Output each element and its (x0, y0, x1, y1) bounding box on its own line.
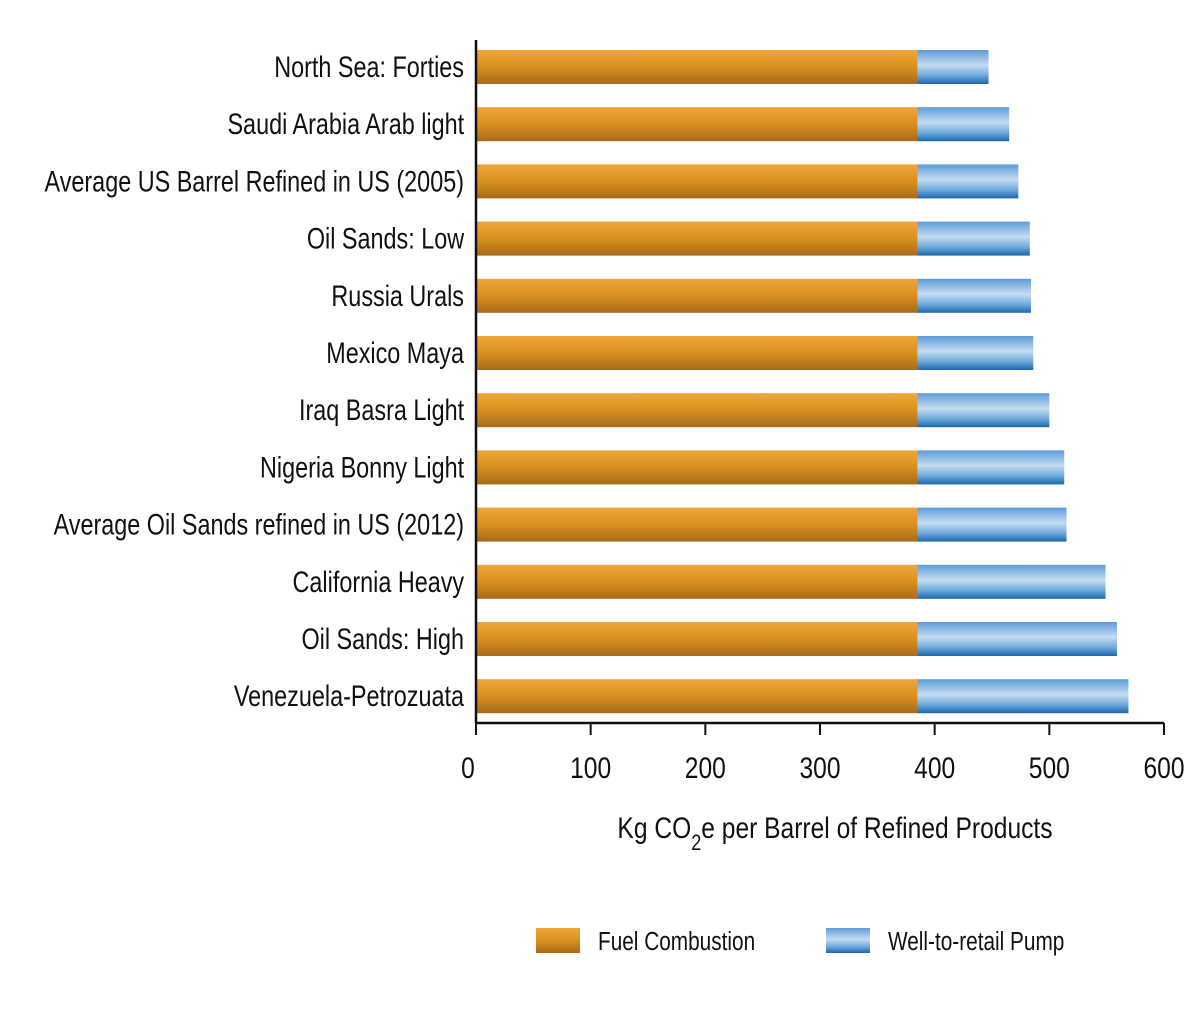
bar-segment-fuel-combustion (476, 336, 918, 370)
bar-segment-well-to-retail-pump (917, 507, 1067, 542)
bar-segment-well-to-retail-pump (917, 564, 1106, 599)
x-tick-label: 100 (570, 751, 611, 785)
bars (476, 50, 1129, 714)
category-label: North Sea: Forties (274, 50, 464, 83)
category-labels: North Sea: Forties Saudi Arabia Arab ligh… (45, 50, 465, 713)
bar-segment-fuel-combustion (476, 50, 918, 84)
bar-segment-fuel-combustion (476, 107, 918, 142)
bar-segment-fuel-combustion (476, 622, 918, 656)
category-label: Iraq Basra Light (299, 393, 465, 426)
x-tick-label: 400 (914, 751, 955, 785)
category-label: Average Oil Sands refined in US (2012) (54, 508, 464, 541)
x-tick-label: 600 (1143, 751, 1184, 785)
legend-label-fuel-combustion: Fuel Combustion (598, 927, 755, 956)
bar-segment-fuel-combustion (476, 164, 918, 199)
bar-segment-well-to-retail-pump (917, 679, 1129, 714)
legend: Fuel Combustion Well-to-retail Pump (536, 927, 1064, 956)
bar-segment-fuel-combustion (476, 679, 918, 714)
category-label: Mexico Maya (326, 336, 464, 369)
bar-segment-well-to-retail-pump (917, 278, 1031, 313)
category-label: California Heavy (293, 565, 465, 598)
category-label: Venezuela-Petrozuata (234, 679, 464, 712)
x-tick-label: 500 (1029, 751, 1070, 785)
category-label: Saudi Arabia Arab light (227, 107, 464, 140)
bar-segment-well-to-retail-pump (917, 50, 989, 84)
bar-segment-well-to-retail-pump (917, 336, 1034, 370)
x-ticks: 0 100 200 300 400 500 600 (461, 723, 1185, 785)
bar-segment-fuel-combustion (476, 507, 918, 542)
legend-label-well-to-retail-pump: Well-to-retail Pump (888, 927, 1064, 956)
bar-segment-fuel-combustion (476, 278, 918, 313)
category-label: Average US Barrel Refined in US (2005) (45, 165, 464, 198)
axes (474, 40, 1164, 725)
bar-segment-well-to-retail-pump (917, 107, 1010, 142)
bar-segment-fuel-combustion (476, 450, 918, 485)
bar-segment-well-to-retail-pump (917, 622, 1117, 656)
x-axis-title-prefix: Kg CO (617, 811, 691, 845)
bar-segment-well-to-retail-pump (917, 450, 1065, 485)
bar-segment-fuel-combustion (476, 393, 918, 428)
category-label: Oil Sands: High (301, 622, 464, 655)
x-tick-label: 0 (461, 751, 475, 785)
category-label: Russia Urals (331, 279, 464, 312)
legend-swatch-well-to-retail-pump (826, 928, 870, 953)
x-tick-label: 300 (799, 751, 840, 785)
bar-segment-well-to-retail-pump (917, 164, 1019, 199)
bar-segment-fuel-combustion (476, 221, 918, 256)
bar-segment-fuel-combustion (476, 564, 918, 599)
x-axis-title: Kg CO2e per Barrel of Refined Products (617, 811, 1052, 856)
x-axis-title-suffix: e per Barrel of Refined Products (701, 811, 1052, 845)
category-label: Nigeria Bonny Light (260, 451, 465, 484)
bar-segment-well-to-retail-pump (917, 221, 1030, 256)
category-label: Oil Sands: Low (307, 222, 465, 255)
legend-swatch-fuel-combustion (536, 928, 580, 953)
bar-segment-well-to-retail-pump (917, 393, 1050, 428)
x-tick-label: 200 (685, 751, 726, 785)
x-axis-title-subscript: 2 (691, 831, 701, 855)
